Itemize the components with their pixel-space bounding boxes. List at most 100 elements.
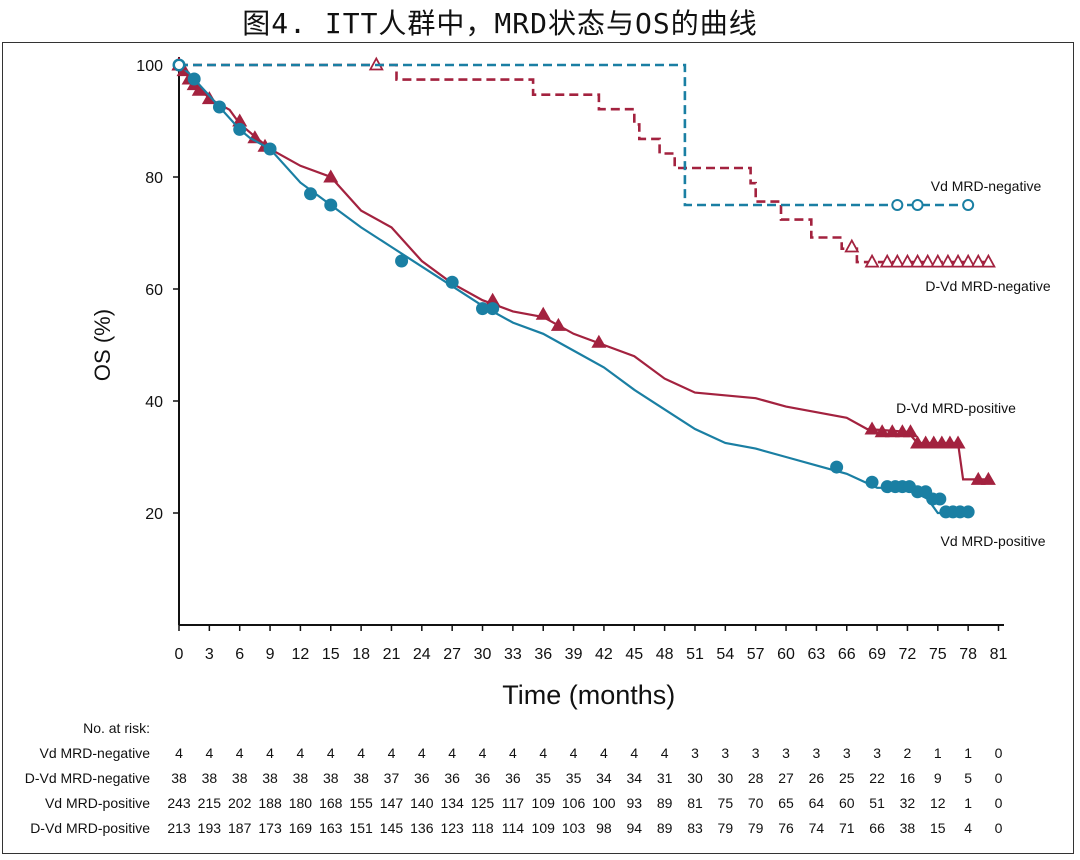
x-tick-label: 63 bbox=[807, 646, 825, 663]
risk-count: 37 bbox=[384, 770, 400, 786]
risk-count: 16 bbox=[900, 770, 916, 786]
x-tick-label: 27 bbox=[443, 646, 461, 663]
x-tick-label: 6 bbox=[235, 646, 244, 663]
risk-count: 9 bbox=[934, 770, 942, 786]
risk-count: 213 bbox=[167, 820, 191, 836]
censor-marker bbox=[485, 292, 501, 306]
censor-marker bbox=[950, 253, 966, 268]
risk-count: 89 bbox=[657, 820, 673, 836]
risk-count: 173 bbox=[258, 820, 282, 836]
risk-count: 109 bbox=[532, 820, 556, 836]
risk-count: 36 bbox=[414, 770, 430, 786]
risk-count: 36 bbox=[505, 770, 521, 786]
risk-count: 3 bbox=[691, 745, 699, 761]
censor-marker bbox=[173, 59, 185, 71]
series-label: Vd MRD-positive bbox=[940, 533, 1045, 549]
series-line bbox=[179, 63, 989, 264]
censor-marker bbox=[891, 199, 904, 211]
risk-count: 98 bbox=[596, 820, 612, 836]
risk-count: 83 bbox=[687, 820, 703, 836]
risk-count: 81 bbox=[687, 795, 703, 811]
censor-marker bbox=[980, 253, 996, 268]
censor-marker bbox=[884, 424, 900, 438]
risk-count: 100 bbox=[592, 795, 616, 811]
risk-count: 109 bbox=[532, 795, 556, 811]
censor-marker bbox=[960, 253, 976, 268]
risk-count: 3 bbox=[782, 745, 790, 761]
censor-marker bbox=[910, 253, 926, 268]
risk-table: No. at risk: Vd MRD-negative 4 4 4 4 4 4 4 4 4 4 4 4 4… bbox=[25, 720, 1003, 836]
censor-marker bbox=[879, 253, 895, 268]
risk-count: 32 bbox=[900, 795, 916, 811]
censor-marker bbox=[889, 253, 905, 268]
risk-count: 4 bbox=[357, 745, 365, 761]
censor-marker bbox=[874, 424, 890, 438]
censor-marker bbox=[864, 421, 880, 435]
x-tick-label: 54 bbox=[716, 646, 734, 663]
series-vd-mrd-positive bbox=[172, 58, 975, 519]
y-tick-label: 60 bbox=[145, 282, 163, 299]
risk-count: 4 bbox=[327, 745, 335, 761]
risk-count: 60 bbox=[839, 795, 855, 811]
risk-count: 4 bbox=[661, 745, 669, 761]
risk-count: 28 bbox=[748, 770, 764, 786]
censor-marker bbox=[212, 100, 226, 114]
risk-table-header: No. at risk: bbox=[83, 720, 150, 736]
censor-marker bbox=[247, 130, 263, 144]
risk-count: 94 bbox=[626, 820, 642, 836]
censor-marker bbox=[899, 253, 915, 268]
censor-marker bbox=[961, 505, 975, 519]
x-tick-label: 12 bbox=[292, 646, 310, 663]
risk-count: 38 bbox=[171, 770, 187, 786]
risk-count: 25 bbox=[839, 770, 855, 786]
risk-count: 3 bbox=[843, 745, 851, 761]
y-tick-label: 20 bbox=[145, 506, 163, 523]
censor-marker bbox=[830, 460, 844, 474]
y-tick-label: 40 bbox=[145, 394, 163, 411]
risk-count: 4 bbox=[964, 820, 972, 836]
risk-count: 4 bbox=[509, 745, 517, 761]
series-layer bbox=[171, 56, 996, 519]
risk-count: 4 bbox=[479, 745, 487, 761]
censor-marker bbox=[970, 253, 986, 268]
risk-count: 38 bbox=[353, 770, 369, 786]
x-tick-label: 51 bbox=[686, 646, 704, 663]
censor-marker bbox=[864, 253, 880, 268]
x-tick-label: 57 bbox=[747, 646, 765, 663]
series-line bbox=[178, 64, 969, 515]
x-tick-label: 33 bbox=[504, 646, 522, 663]
censor-marker bbox=[324, 198, 338, 212]
risk-count: 27 bbox=[778, 770, 794, 786]
risk-count: 31 bbox=[657, 770, 673, 786]
x-tick-label: 9 bbox=[266, 646, 275, 663]
x-tick-label: 18 bbox=[352, 646, 370, 663]
risk-count: 79 bbox=[748, 820, 764, 836]
censor-marker bbox=[187, 72, 201, 86]
risk-count: 4 bbox=[205, 745, 213, 761]
x-axis-label: Time (months) bbox=[502, 680, 675, 710]
x-tick-label: 21 bbox=[383, 646, 401, 663]
risk-count: 145 bbox=[380, 820, 404, 836]
risk-count: 4 bbox=[388, 745, 396, 761]
censor-marker bbox=[902, 424, 918, 438]
risk-count: 38 bbox=[262, 770, 278, 786]
risk-count: 0 bbox=[995, 820, 1003, 836]
risk-row-label: Vd MRD-negative bbox=[40, 745, 151, 761]
y-tick-label: 100 bbox=[136, 58, 163, 75]
risk-count: 0 bbox=[995, 745, 1003, 761]
x-tick-label: 60 bbox=[777, 646, 795, 663]
risk-count: 26 bbox=[809, 770, 825, 786]
risk-row-label: D-Vd MRD-positive bbox=[30, 820, 150, 836]
censor-marker bbox=[476, 302, 490, 316]
risk-count: 4 bbox=[418, 745, 426, 761]
risk-count: 180 bbox=[289, 795, 313, 811]
risk-count: 38 bbox=[323, 770, 339, 786]
risk-count: 117 bbox=[502, 795, 525, 811]
risk-count: 140 bbox=[410, 795, 434, 811]
x-tick-label: 69 bbox=[868, 646, 886, 663]
risk-count: 38 bbox=[293, 770, 309, 786]
risk-row-label: D-Vd MRD-negative bbox=[25, 770, 150, 786]
censor-marker bbox=[930, 253, 946, 268]
risk-count: 51 bbox=[869, 795, 885, 811]
